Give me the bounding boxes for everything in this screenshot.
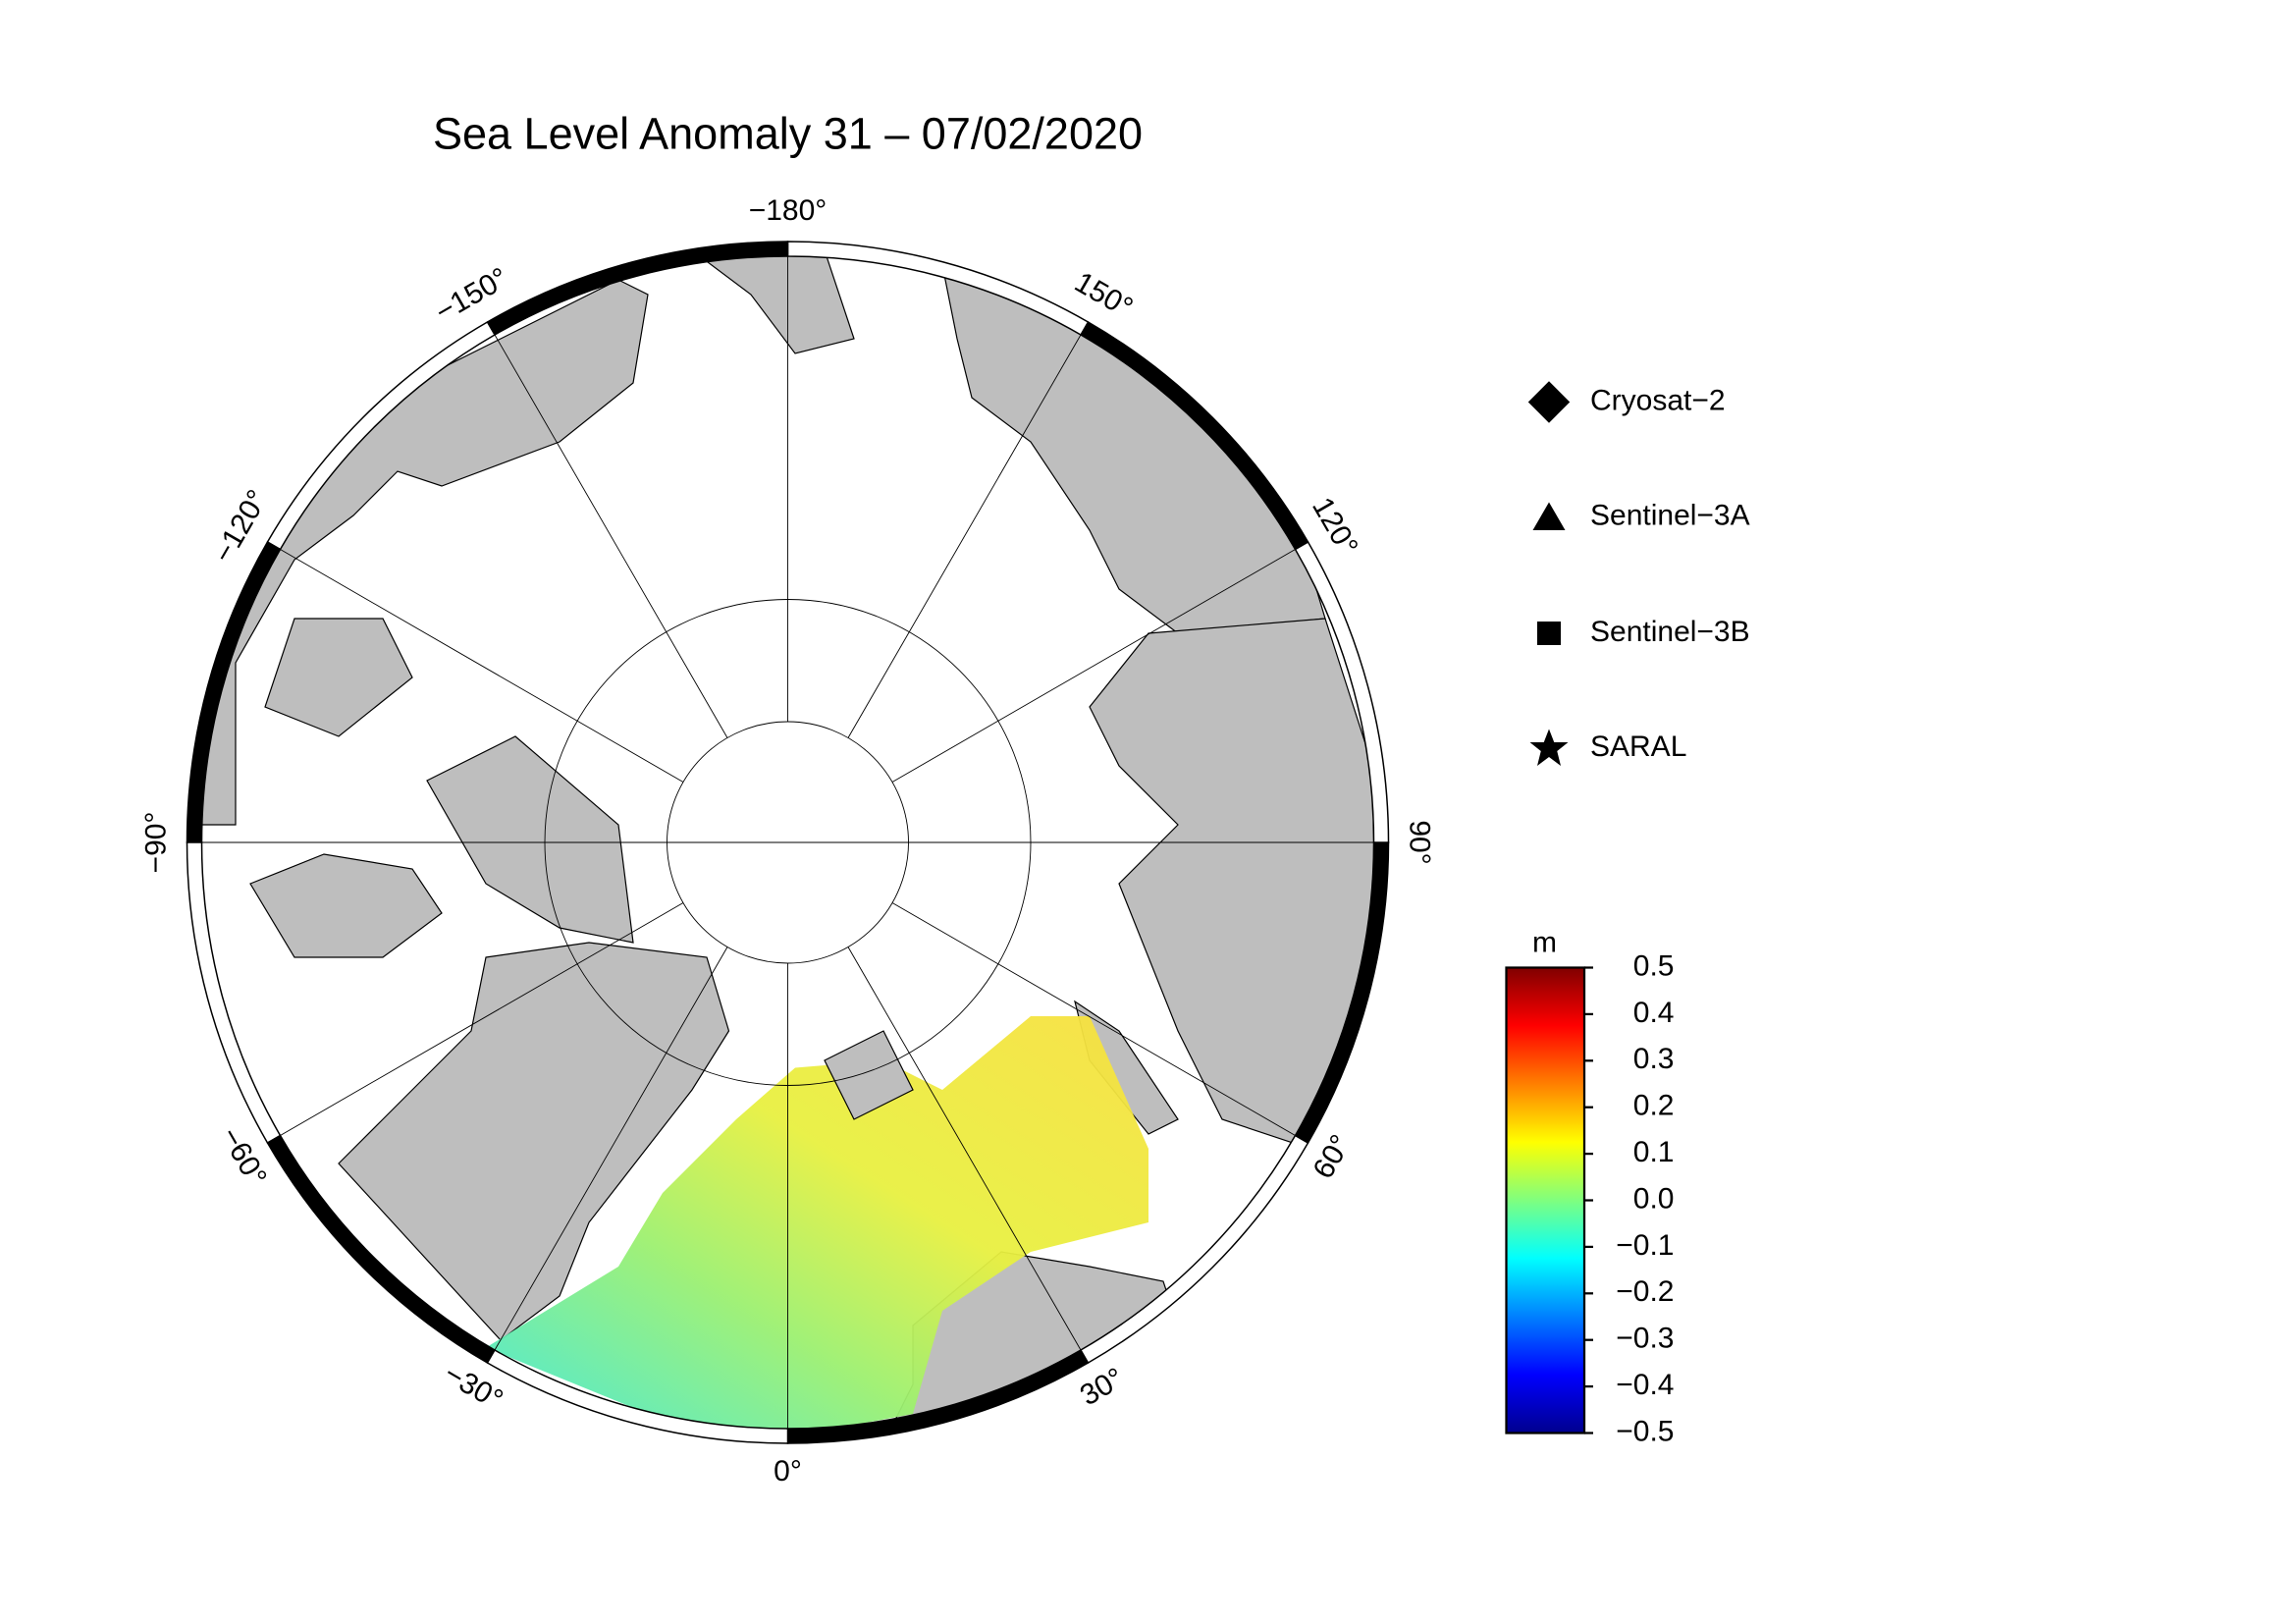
colorbar-tick-label: −0.3 (1616, 1323, 1674, 1355)
colorbar-tick-label: −0.2 (1616, 1275, 1674, 1308)
legend: Cryosat−2 Sentinel−3A Sentinel−3B SARAL (1527, 381, 1750, 766)
longitude-label: 60° (1307, 1129, 1357, 1184)
colorbar-tick-label: 0.1 (1633, 1136, 1675, 1168)
meridian (847, 947, 1082, 1351)
longitude-label: −180° (749, 194, 828, 227)
title: Sea Level Anomaly 31 – 07/02/2020 (433, 108, 1143, 158)
meridian (847, 334, 1082, 738)
colorbar-tick-label: −0.4 (1616, 1369, 1674, 1401)
legend-square (1537, 622, 1562, 645)
longitude-label: 30° (1075, 1362, 1130, 1412)
colorbar-tick-label: 0.5 (1633, 949, 1675, 982)
colorbar-tick-label: −0.1 (1616, 1229, 1674, 1262)
longitude-label: 0° (774, 1455, 802, 1488)
colorbar-tick-label: 0.2 (1633, 1090, 1675, 1122)
meridian (891, 549, 1296, 783)
longitude-label: −90° (139, 812, 172, 874)
legend-label: SARAL (1590, 730, 1686, 763)
longitude-label: 90° (1404, 820, 1436, 864)
meridian (891, 902, 1296, 1136)
legend-triangle (1532, 502, 1566, 530)
colorbar-tick-label: 0.4 (1633, 997, 1675, 1029)
longitude-label: 120° (1306, 492, 1364, 561)
map-frame (186, 241, 1390, 1444)
colorbar-tick-label: 0.0 (1633, 1182, 1675, 1215)
colorbar: m 0.5 0.4 0.3 0.2 0.1 0.0 −0.1 −0.2 −0.3 −0.4 −0.5 (1505, 926, 1675, 1447)
legend-label: Sentinel−3B (1590, 616, 1750, 648)
meridian (494, 947, 728, 1351)
colorbar-tick-label: −0.5 (1616, 1415, 1674, 1447)
legend-label: Cryosat−2 (1590, 384, 1726, 416)
legend-diamond (1527, 381, 1571, 423)
meridian (280, 902, 684, 1136)
colorbar-tick-label: 0.3 (1633, 1043, 1675, 1075)
meridian (280, 549, 684, 783)
frame-segment (486, 1348, 789, 1444)
legend-star (1529, 729, 1569, 766)
graticule (201, 256, 1374, 1429)
colorbar-unit: m (1532, 926, 1557, 958)
legend-label: Sentinel−3A (1590, 499, 1750, 531)
meridian (494, 334, 728, 738)
longitude-label: 150° (1069, 266, 1138, 325)
colorbar-ramp (1505, 966, 1586, 1434)
